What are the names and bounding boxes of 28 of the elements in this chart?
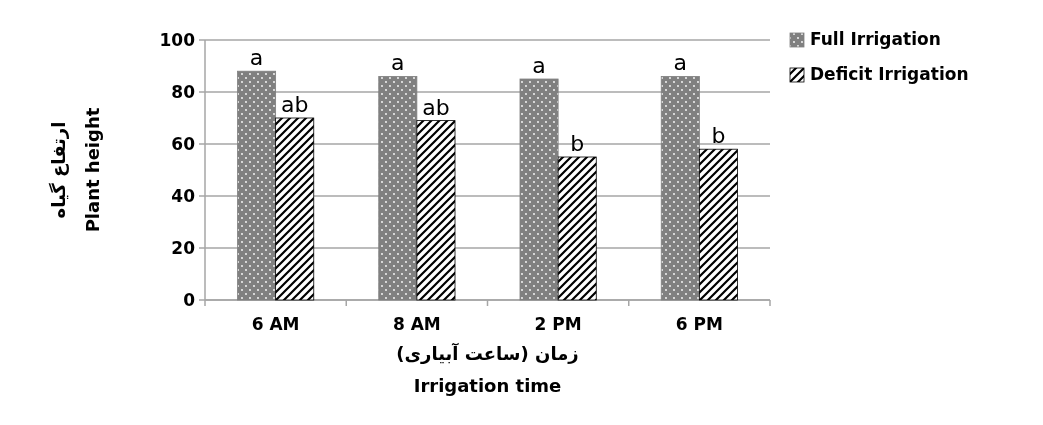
annotation: ab (422, 94, 450, 120)
y-tick-label: 20 (171, 238, 196, 258)
x-tick-label: 8 AM (392, 314, 441, 334)
y-tick-label: 100 (159, 30, 196, 50)
bar (519, 78, 559, 301)
legend-label: Deficit Irrigation (810, 64, 969, 84)
bar (416, 120, 456, 301)
bar (275, 117, 315, 301)
annotation: a (673, 50, 688, 76)
annotation: a (391, 50, 405, 76)
y-tick-label: 60 (171, 134, 196, 154)
annotation: a (532, 53, 546, 78)
annotation: ab (280, 92, 309, 117)
y-tick-label: 80 (171, 82, 196, 102)
y-tick-label: 40 (171, 186, 196, 206)
annotation: b (711, 123, 726, 149)
x-tick-label: 6 PM (675, 314, 723, 334)
x-tick-label: 2 PM (534, 314, 582, 334)
annotation: a (249, 45, 264, 71)
annotation: b (570, 131, 585, 156)
y-tick-label: 0 (183, 290, 196, 310)
bar (660, 76, 700, 301)
bar (698, 148, 738, 301)
legend-label: Full Irrigation (810, 29, 941, 49)
bar (557, 156, 597, 301)
x-tick-label: 6 AM (251, 314, 300, 334)
bar (237, 70, 277, 301)
bar (378, 76, 418, 301)
